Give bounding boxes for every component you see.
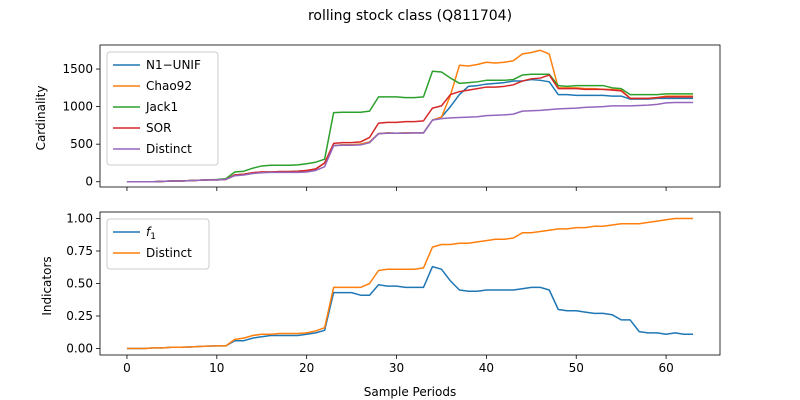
x-tick-label: 10 [209,361,224,375]
legend-label: SOR [146,121,171,135]
x-tick-label: 0 [123,361,131,375]
legend-label: Jack1 [145,100,178,114]
y-tick-label: 0.50 [66,277,93,291]
legend-label: Distinct [146,246,192,260]
y-tick-label: 1000 [62,100,93,114]
indicators-panel: 0 10 20 30 40 50 60 0.00 0.25 0.50 0.75 1.00 f1 Disti… [66,212,721,375]
series-line-1-0 [126,265,694,350]
series-line-0-4 [126,101,694,183]
x-tick-label: 50 [569,361,584,375]
y-tick-label: 500 [70,137,93,151]
x-tick-label: 20 [299,361,314,375]
x-tick-label: 60 [658,361,673,375]
y-tick-label: 0 [85,175,93,189]
y-axis-label-indicators: Indicators [40,256,54,315]
x-tick-label: 30 [389,361,404,375]
y-axis-label-cardinality: Cardinality [34,86,48,151]
y-tick-label: 0.25 [66,309,93,323]
legend: f1 Distinct [106,218,210,270]
series-line-1-1 [126,217,694,350]
legend-label: Distinct [146,142,192,156]
legend-box [106,51,219,166]
legend-box [106,218,210,270]
cardinality-panel: 0 500 1000 1500 N1−UNIF Chao92 Jack1 SOR Distinc… [62,44,721,191]
y-tick-label: 1500 [62,62,93,76]
y-tick-label: 0.00 [66,342,93,356]
y-tick-label: 0.75 [66,244,93,258]
y-tick-label: 1.00 [66,212,93,226]
x-tick-label: 40 [479,361,494,375]
axes-frame [99,44,721,188]
chart-title: rolling stock class (Q811704) [308,8,512,24]
legend-label: Chao92 [146,79,192,93]
legend-label: f1 [146,225,156,242]
x-axis-label: Sample Periods [364,385,456,399]
legend-label: N1−UNIF [146,58,201,72]
legend: N1−UNIF Chao92 Jack1 SOR Distinct [106,51,219,166]
